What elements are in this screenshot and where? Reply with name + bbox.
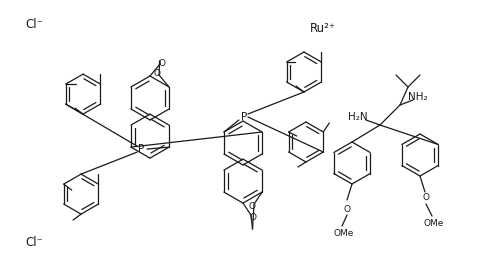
Text: NH₂: NH₂ [408, 92, 428, 102]
Text: O: O [153, 70, 160, 79]
Text: O: O [249, 213, 256, 222]
Text: O: O [344, 204, 350, 213]
Text: P: P [241, 112, 247, 122]
Text: Ru²⁺: Ru²⁺ [310, 22, 336, 34]
Text: H₂N: H₂N [348, 112, 368, 122]
Text: OMe: OMe [334, 230, 354, 239]
Text: O: O [423, 194, 430, 203]
Text: OMe: OMe [424, 219, 444, 229]
Text: O: O [248, 201, 255, 210]
Text: Cl⁻: Cl⁻ [25, 19, 43, 31]
Text: O: O [158, 58, 165, 67]
Text: P: P [138, 144, 144, 154]
Text: Cl⁻: Cl⁻ [25, 236, 43, 250]
